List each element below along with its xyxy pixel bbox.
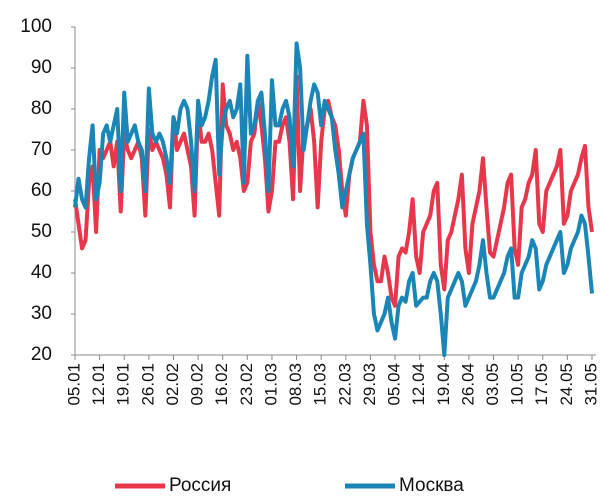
x-tick-label: 12.01 (89, 363, 108, 406)
x-tick-label: 24.05 (557, 363, 576, 406)
line (73, 41, 594, 357)
x-tick-label: 09.02 (188, 363, 207, 406)
y-tick-label: 40 (31, 262, 52, 283)
y-tick-label: 80 (31, 98, 52, 119)
x-tick-label: 26.01 (138, 363, 157, 406)
x-tick-label: 23.02 (237, 363, 256, 406)
legend-label: Москва (399, 475, 464, 496)
x-tick-label: 19.04 (434, 363, 453, 406)
x-tick-label: 05.01 (64, 363, 83, 406)
y-tick-label: 50 (31, 221, 52, 242)
x-tick-label: 15.03 (311, 363, 330, 406)
x-tick-label: 31.05 (581, 363, 600, 406)
y-tick-label: 90 (31, 57, 52, 78)
legend-label: Россия (169, 475, 231, 496)
x-tick-label: 03.05 (483, 363, 502, 406)
x-tick-label: 16.02 (212, 363, 231, 406)
y-tick-label: 20 (31, 344, 52, 365)
y-tick-label: 30 (31, 303, 52, 324)
x-tick-label: 02.02 (163, 363, 182, 406)
x-tick-label: 05.04 (385, 363, 404, 406)
x-tick-label: 01.03 (261, 363, 280, 406)
x-tick-label: 26.04 (458, 363, 477, 406)
y-tick-label: 100 (20, 16, 52, 37)
y-tick-label: 70 (31, 139, 52, 160)
x-tick-label: 10.05 (508, 363, 527, 406)
x-tick-label: 08.03 (286, 363, 305, 406)
x-tick-label: 22.03 (335, 363, 354, 406)
x-tick-label: 19.01 (114, 363, 133, 406)
x-tick-label: 17.05 (532, 363, 551, 406)
y-tick-label: 60 (31, 180, 52, 201)
x-tick-label: 29.03 (360, 363, 379, 406)
x-tick-label: 12.04 (409, 363, 428, 406)
